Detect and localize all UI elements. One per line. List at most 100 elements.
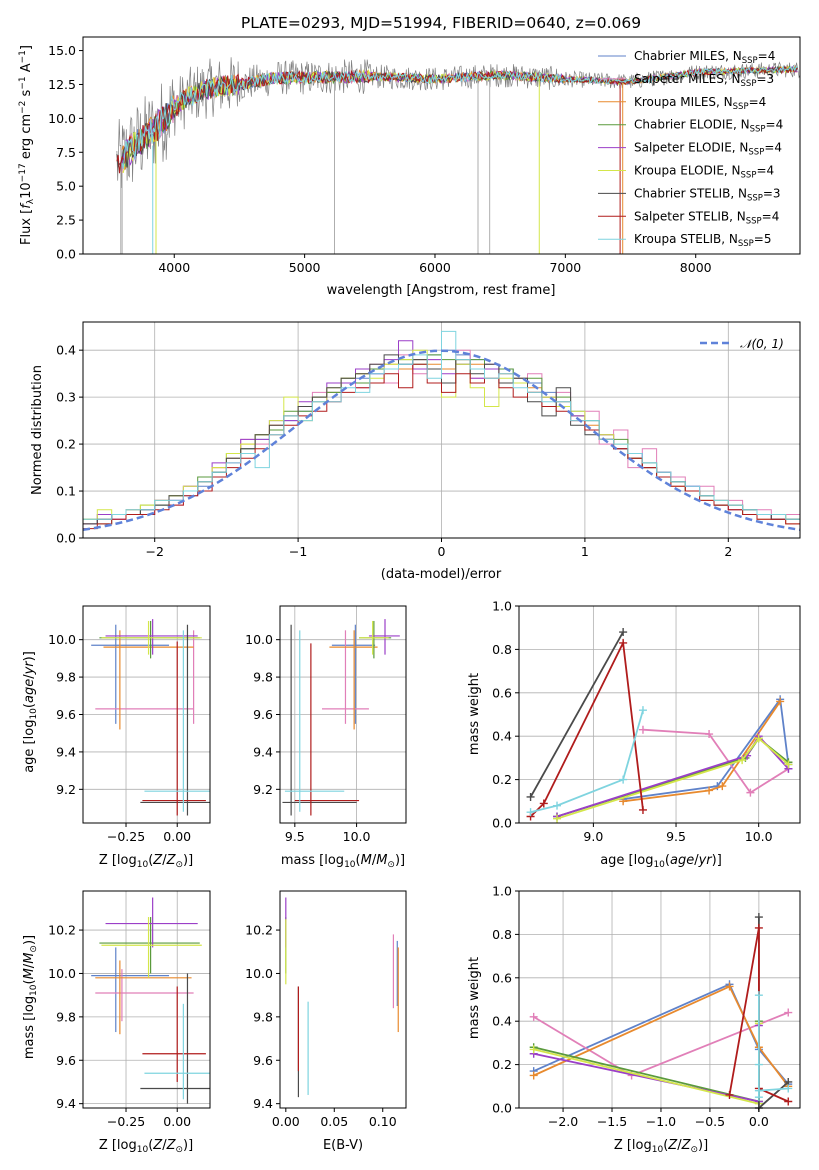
weight-age-series-7	[529, 639, 644, 818]
y-tick-label: 0.6	[492, 685, 512, 700]
y-tick-label: 9.8	[56, 1009, 76, 1024]
normal-reference-curve	[82, 349, 801, 532]
y-tick-label: 1.0	[492, 884, 512, 899]
x-tick-label: 10.0	[343, 829, 371, 844]
legend-label-6: Chabrier STELIB, NSSP=3	[634, 186, 781, 203]
weight-age-series-0	[622, 696, 790, 800]
model-spectrum-8	[121, 65, 798, 169]
weight-age-marker-6	[526, 792, 535, 801]
y-tick-label: 0.2	[492, 772, 512, 787]
weight-z-ticks: −2.0 −1.5 −1.0 −0.5 0.0 0.0 0.2 0.4 0.6 0.8 1.0	[492, 884, 769, 1130]
z-mass-ticks: −0.25 0.00 9.4 9.6 9.8 10.0 10.2	[48, 923, 191, 1129]
z-vs-mass-panel: −0.25 0.00 9.4 9.6 9.8 10.0 10.2	[48, 890, 211, 1129]
y-tick-label: 15.0	[48, 43, 76, 58]
weight-age-marker-1	[705, 730, 714, 739]
spectrum-curves	[116, 57, 800, 254]
weight-z-marker-5	[529, 1045, 538, 1054]
y-tick-label: 9.6	[56, 707, 76, 722]
weight-z-marker-1	[529, 1012, 538, 1021]
y-tick-label: 10.0	[48, 632, 76, 647]
weight-age-ticks: 9.0 9.5 10.0 0.0 0.2 0.4 0.6 0.8 1.0	[492, 599, 773, 845]
y-tick-label: 0.1	[56, 484, 76, 499]
x-tick-label: 0.0	[749, 1114, 769, 1129]
y-tick-label: 0.0	[56, 247, 76, 262]
mass-age-frame	[279, 605, 407, 824]
weight-age-series-2	[622, 700, 781, 803]
legend-label-2: Kroupa MILES, NSSP=4	[634, 95, 766, 112]
x-tick-label: 6000	[419, 260, 451, 275]
y-tick-label: 0.0	[492, 1101, 512, 1116]
age-ylabel-top: age [log10(age/yr)]	[22, 651, 39, 773]
histogram-series-8	[82, 330, 800, 538]
weight-age-series-8	[530, 709, 644, 813]
weight-age-marker-5	[738, 756, 747, 765]
y-tick-label: 5.0	[56, 179, 76, 194]
y-tick-label: 1.0	[492, 599, 512, 614]
x-tick-label: 4000	[158, 260, 190, 275]
legend-label-1: Salpeter MILES, NSSP=3	[634, 72, 774, 89]
z-vs-age-panel: −0.25 0.00 9.2 9.4 9.6 9.8 10.0	[48, 605, 211, 844]
weight-age-marker-8	[619, 775, 628, 784]
y-tick-label: 9.2	[56, 782, 76, 797]
histogram-legend: 𝒩(0, 1)	[700, 337, 784, 351]
y-tick-label: 0.4	[492, 729, 512, 744]
histogram-panel: −2 −1 0 1 2 0.0 0.1 0.2 0.3 0.4 (data-model)/erro…	[30, 321, 801, 582]
y-tick-label: 0.4	[56, 343, 76, 358]
weight-age-series-6	[529, 631, 624, 798]
x-tick-label: −2	[145, 544, 163, 559]
y-tick-label: 9.6	[56, 1053, 76, 1068]
mass-xlabel: mass [log10(M/M⊙)]	[281, 853, 405, 870]
weight-age-marker-2	[705, 786, 714, 795]
x-tick-label: −0.5	[695, 1114, 725, 1129]
y-tick-label: 9.4	[56, 744, 76, 759]
age-xlabel-weight: age [log10(age/yr)]	[600, 853, 722, 870]
weight-z-series-5	[533, 1023, 760, 1105]
ebv-xlabel: E(B-V)	[323, 1138, 363, 1153]
weight-z-marker-8	[784, 1084, 793, 1093]
ebv-mass-plot	[285, 897, 399, 1098]
z-age-grid	[83, 606, 210, 823]
x-tick-label: 9.5	[666, 829, 686, 844]
x-tick-label: −1.5	[597, 1114, 627, 1129]
histogram-plot-area	[82, 330, 801, 538]
weight-z-marker-2	[725, 982, 734, 991]
y-tick-label: 2.5	[56, 213, 76, 228]
spectrum-xlabel: wavelength [Angstrom, rest frame]	[327, 283, 556, 298]
spectrum-legend: Chabrier MILES, NSSP=4 Salpeter MILES, NS…	[598, 49, 783, 249]
x-tick-label: 0.10	[369, 1114, 397, 1129]
legend-label-0: Chabrier MILES, NSSP=4	[634, 49, 775, 66]
weight-z-marker-7	[784, 1097, 793, 1106]
mass-age-grid	[280, 606, 406, 823]
x-tick-label: −2.0	[548, 1114, 578, 1129]
y-tick-label: 10.0	[245, 966, 273, 981]
y-tick-label: 0.2	[56, 437, 76, 452]
y-tick-label: 10.0	[48, 111, 76, 126]
x-tick-label: 9.0	[583, 829, 603, 844]
x-tick-label: 0.00	[163, 829, 191, 844]
mass-ylabel-bottom: mass [log10(M/M⊙)]	[22, 935, 39, 1059]
z-xlabel-top: Z [log10(Z/Z⊙)]	[99, 853, 193, 870]
ebv-mass-frame	[279, 890, 407, 1109]
spectrum-panel: PLATE=0293, MJD=51994, FIBERID=0640, z=0…	[18, 14, 801, 298]
y-tick-label: 9.8	[56, 670, 76, 685]
y-tick-label: 0.8	[492, 642, 512, 657]
spectrum-title: PLATE=0293, MJD=51994, FIBERID=0640, z=0…	[241, 14, 641, 32]
x-tick-label: −1	[289, 544, 307, 559]
weight-age-marker-1	[746, 788, 755, 797]
z-xlabel-weight: Z [log10(Z/Z⊙)]	[614, 1138, 708, 1155]
weight-z-marker-6	[754, 913, 763, 922]
weight-z-frame	[518, 890, 801, 1109]
weight-age-marker-1	[638, 725, 647, 734]
weight-age-series-5	[556, 737, 789, 820]
weight-z-grid	[519, 890, 800, 1109]
y-tick-label: 9.4	[56, 1096, 76, 1111]
z-age-plot	[91, 619, 210, 816]
weight-z-plot	[529, 913, 793, 1112]
y-tick-label: 0.6	[492, 970, 512, 985]
y-tick-label: 10.2	[245, 923, 273, 938]
z-age-frame	[82, 605, 211, 824]
mass-age-ticks: 9.5 10.0 9.2 9.4 9.6 9.8 10.0	[245, 632, 370, 844]
weight-z-marker-2	[529, 1071, 538, 1080]
weight-age-marker-2	[776, 697, 785, 706]
weight-age-marker-8	[553, 801, 562, 810]
